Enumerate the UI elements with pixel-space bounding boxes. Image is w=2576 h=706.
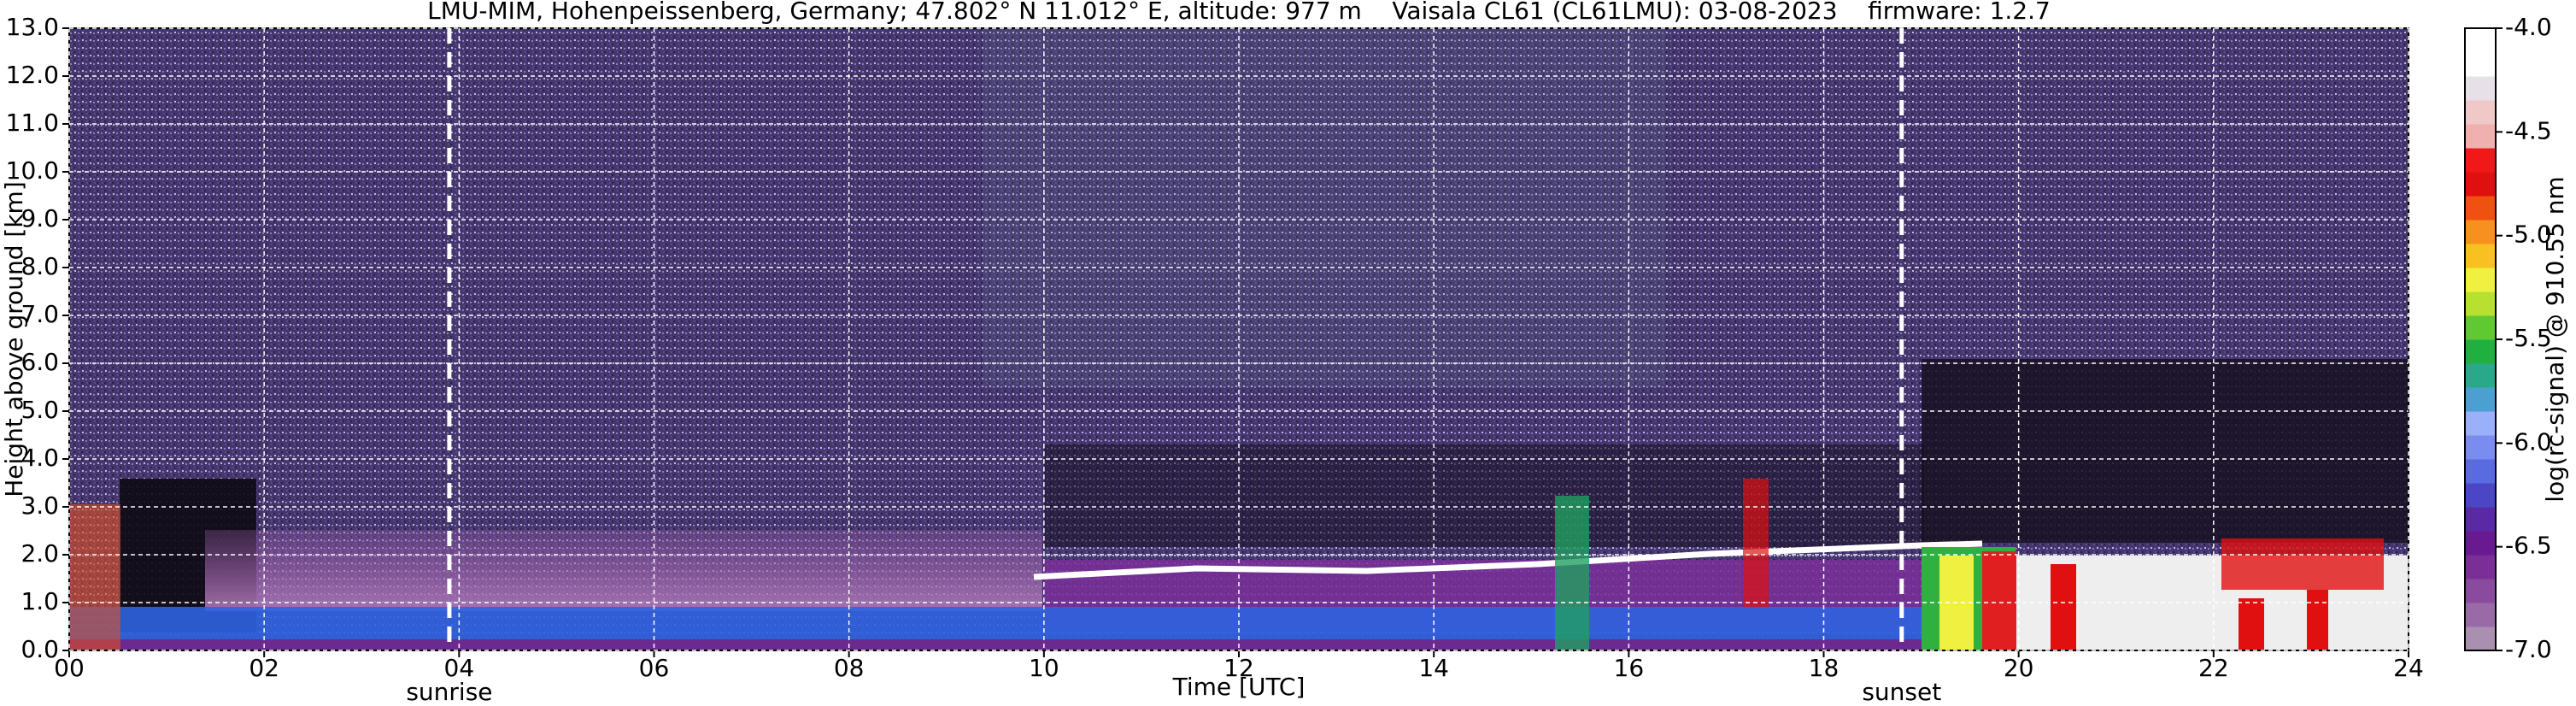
colorbar-swatch [2465,387,2496,412]
colorbar-swatch [2465,579,2496,603]
x-tick-label: 10 [1029,654,1059,682]
x-tick-label: 00 [54,654,85,682]
x-tick-label: 18 [1809,654,1840,682]
y-tick-label: 12.0 [6,61,59,89]
y-tick-label: 2.0 [21,539,59,568]
y-tick-label: 3.0 [21,491,59,520]
colorbar-swatch [2465,52,2496,77]
colorbar-swatch [2465,483,2496,508]
annotation-label: sunset [1862,678,1941,706]
y-tick-label: 5.0 [21,396,59,424]
colorbar-swatch [2465,603,2496,627]
annotation-label: sunrise [406,678,492,706]
x-tick-label: 22 [2198,654,2229,682]
x-tick-label: 20 [2004,654,2034,682]
y-tick-label: 11.0 [6,109,59,137]
colorbar-swatch [2465,627,2496,651]
y-tick-label: 10.0 [6,156,59,185]
y-tick-label: 4.0 [21,444,59,472]
colorbar-tick-label: -5.0 [2505,221,2552,249]
x-tick-label: 06 [639,654,670,682]
y-tick-label: 6.0 [21,348,59,376]
colorbar-swatch [2465,124,2496,149]
colorbar-swatch [2465,435,2496,460]
colorbar-swatch [2465,196,2496,221]
y-tick-label: 8.0 [21,252,59,280]
colorbar-tick-label: -7.0 [2505,635,2552,663]
colorbar-swatch [2465,220,2496,244]
x-tick-label: 24 [2393,654,2424,682]
colorbar-tick-label: -6.5 [2505,532,2552,560]
y-tick-label: 9.0 [21,204,59,232]
chart-title: LMU-MIM, Hohenpeissenberg, Germany; 47.8… [427,0,2051,25]
colorbar-swatch [2465,291,2496,316]
x-tick-label: 14 [1418,654,1449,682]
colorbar-tick-label: -4.0 [2505,13,2552,41]
x-tick-label: 04 [444,654,475,682]
colorbar-tick-label: -5.5 [2505,324,2552,352]
y-tick-label: 1.0 [21,587,59,615]
colorbar-swatch [2465,411,2496,436]
colorbar-swatch [2465,268,2496,292]
y-tick-label: 7.0 [21,300,59,328]
colorbar-swatch [2465,459,2496,484]
colorbar-swatch [2465,100,2496,125]
x-tick-label: 16 [1614,654,1645,682]
colorbar-swatch [2465,148,2496,173]
colorbar-label: log(rc-signal) @ 910.55 nm [2541,176,2569,502]
x-tick-label: 02 [249,654,279,682]
colorbar-swatch [2465,555,2496,580]
colorbar-swatch [2465,28,2496,53]
colorbar-swatch [2465,339,2496,364]
y-tick-label: 13.0 [6,13,59,41]
x-axis-label: Time [UTC] [1172,673,1306,701]
colorbar-swatch [2465,76,2496,101]
colorbar-swatch [2465,531,2496,556]
x-tick-label: 12 [1223,654,1254,682]
colorbar-swatch [2465,363,2496,388]
y-tick-label: 0.0 [21,635,59,663]
colorbar-tick-label: -4.5 [2505,116,2552,144]
colorbar-swatch [2465,244,2496,268]
colorbar-swatch [2465,507,2496,532]
colorbar-tick-label: -6.0 [2505,427,2552,456]
colorbar-swatch [2465,172,2496,197]
colorbar-swatch [2465,315,2496,340]
x-tick-label: 08 [834,654,865,682]
y-axis-label: Height above ground [km] [0,181,28,497]
